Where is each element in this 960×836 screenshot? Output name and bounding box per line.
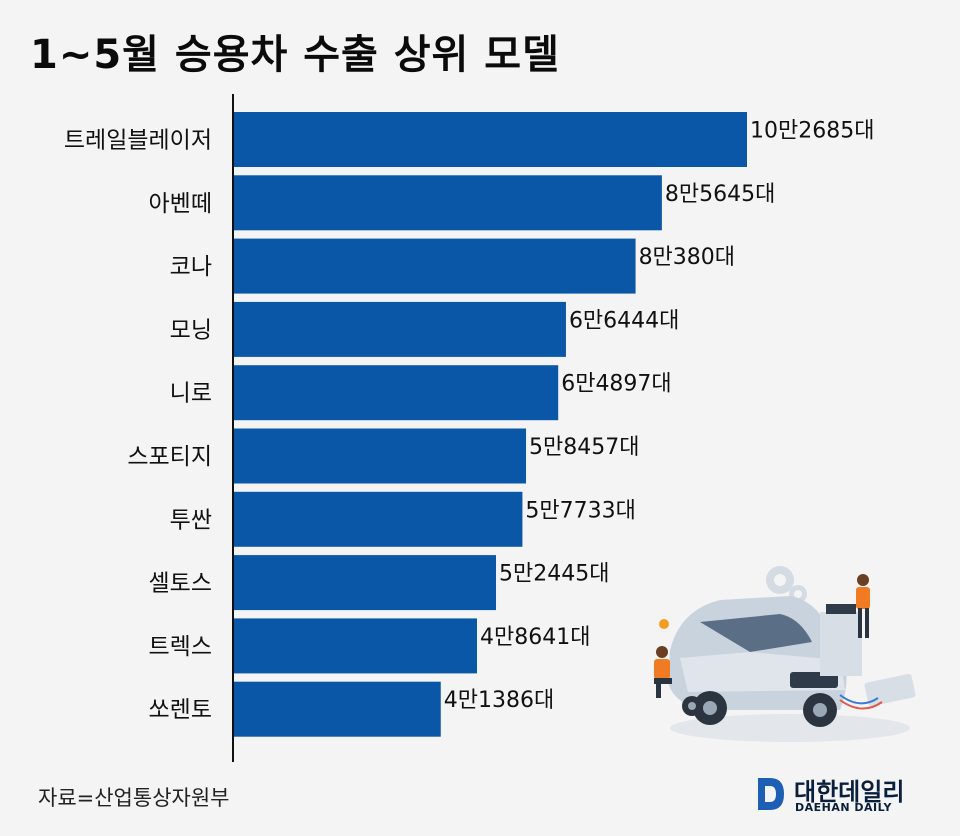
category-label-4: 모닝: [170, 317, 212, 343]
category-label-10: 쏘렌토: [149, 697, 212, 723]
category-label-2: 아벤떼: [149, 191, 212, 217]
car-icon: [659, 596, 847, 727]
logo-subname: DAEHAN DAILY: [795, 801, 892, 814]
category-label-9: 트렉스: [149, 634, 212, 660]
value-label-1: 10만2685대: [750, 119, 874, 144]
bar-1: [234, 112, 747, 167]
source-note: 자료=산업통상자원부: [38, 786, 230, 810]
value-label-6: 5만8457대: [529, 435, 639, 460]
category-label-5: 니로: [170, 381, 212, 407]
logo-mark-icon: [758, 778, 784, 810]
category-label-6: 스포티지: [127, 444, 212, 470]
chart-title: 1~5월 승용차 수출 상위 모델: [30, 32, 560, 78]
diagnostic-machine-icon: [820, 604, 916, 710]
bar-5: [234, 365, 559, 421]
value-label-5: 6만4897대: [561, 372, 671, 397]
bar-9: [234, 618, 478, 674]
value-label-3: 8만380대: [639, 245, 735, 270]
bar-2: [234, 175, 662, 231]
bar-3: [234, 238, 636, 294]
category-label-8: 셀토스: [149, 571, 212, 597]
category-label-1: 트레일블레이저: [64, 128, 212, 154]
value-label-2: 8만5645대: [665, 182, 775, 207]
value-label-7: 5만7733대: [525, 498, 635, 523]
shadow-shape: [670, 714, 910, 742]
bars-group: [234, 112, 747, 737]
value-label-9: 4만8641대: [480, 625, 590, 650]
category-label-7: 투싼: [170, 507, 212, 533]
value-label-4: 6만6444대: [569, 308, 679, 333]
car-repair-illustration: [654, 566, 916, 742]
mechanic-kneeling-icon: [654, 646, 702, 716]
bar-4: [234, 301, 566, 357]
bar-8: [234, 555, 497, 611]
logo-name: 대한데일리: [794, 778, 905, 806]
value-label-10: 4만1386대: [444, 688, 554, 713]
publisher-logo: 대한데일리 DAEHAN DAILY: [756, 772, 946, 818]
mechanic-standing-icon: [856, 574, 870, 638]
bar-10: [234, 681, 441, 737]
bar-6: [234, 428, 527, 484]
category-label-3: 코나: [170, 254, 212, 280]
value-label-8: 5만2445대: [499, 562, 609, 587]
value-labels-group: 10만2685대 8만5645대 8만380대 6만6444대 6만4897대 5만845…: [444, 119, 875, 714]
bar-7: [234, 491, 523, 547]
